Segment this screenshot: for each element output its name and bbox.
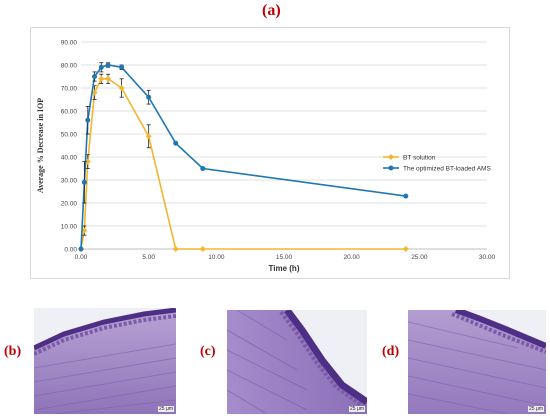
x-tick-label: 0.00: [75, 254, 88, 261]
scale-bar-c: 25 μm: [349, 406, 365, 412]
y-tick-label: 90.00: [61, 40, 78, 47]
data-point-bt-solution: [105, 75, 112, 82]
x-tick-label: 10.00: [208, 254, 225, 261]
x-axis-label: Time (h): [269, 264, 300, 273]
data-point-bt-solution: [84, 158, 91, 165]
data-point-bt-solution: [172, 246, 179, 252]
y-tick-label: 80.00: [61, 63, 78, 70]
panel-a-label: (a): [262, 2, 281, 19]
iop-chart-svg: 0.00 10.00 20.00 30.00 40.00 50.00 60.00 70.00 8…: [36, 40, 496, 274]
x-tick-label: 15.00: [276, 254, 293, 261]
scale-bar-d: 25 μm: [528, 406, 544, 412]
y-tick-label: 20.00: [61, 201, 78, 208]
histology-image-c: 25 μm: [227, 310, 367, 414]
data-point-optimized-ams: [85, 117, 91, 123]
data-point-optimized-ams: [92, 74, 98, 79]
iop-chart: 0.00 10.00 20.00 30.00 40.00 50.00 60.00 70.00 8…: [30, 27, 510, 279]
panel-b-label: (b): [4, 344, 22, 359]
legend-swatch-marker: [388, 154, 394, 160]
gridlines: [81, 41, 487, 250]
data-point-optimized-ams: [200, 166, 206, 171]
data-point-optimized-ams: [403, 193, 409, 199]
data-point-optimized-ams: [81, 179, 87, 185]
data-point-optimized-ams: [78, 246, 84, 252]
data-point-bt-solution: [98, 75, 105, 82]
y-tick-label: 40.00: [61, 155, 78, 162]
data-point-optimized-ams: [119, 64, 125, 70]
legend-label: The optimized BT-loaded AMS: [403, 166, 491, 173]
y-tick-label: 60.00: [61, 109, 78, 116]
y-tick-label: 0.00: [64, 247, 77, 254]
x-tick-label: 20.00: [344, 254, 361, 261]
y-axis-label: Average % Decrease in IOP: [36, 98, 45, 193]
y-tick-label: 10.00: [61, 224, 78, 231]
legend-label: BT solution: [403, 155, 436, 162]
data-point-optimized-ams: [146, 94, 152, 100]
y-tick-label: 50.00: [61, 132, 78, 139]
data-point-optimized-ams: [173, 140, 179, 146]
series-layer: [78, 62, 409, 252]
panel-c-label: (c): [200, 344, 216, 359]
data-point-optimized-ams: [98, 64, 104, 70]
data-point-optimized-ams: [105, 62, 111, 68]
series-line-0: [80, 77, 406, 250]
data-point-bt-solution: [145, 133, 152, 140]
histology-image-b: 25 μm: [34, 308, 176, 414]
data-point-bt-solution: [402, 246, 409, 252]
data-point-bt-solution: [118, 85, 125, 91]
x-tick-label: 30.00: [479, 254, 496, 261]
histology-image-d: 25 μm: [408, 310, 546, 414]
x-tick-label: 5.00: [142, 254, 155, 261]
y-tick-label: 70.00: [61, 86, 78, 93]
data-point-bt-solution: [81, 227, 88, 234]
legend-swatch-marker: [388, 165, 394, 171]
x-tick-label: 25.00: [411, 254, 428, 261]
legend: BT solution The optimized BT-loaded AMS: [383, 154, 491, 173]
y-tick-label: 30.00: [61, 178, 78, 185]
scale-bar-b: 25 μm: [158, 406, 174, 412]
data-point-bt-solution: [199, 246, 206, 252]
panel-d-label: (d): [382, 344, 400, 359]
